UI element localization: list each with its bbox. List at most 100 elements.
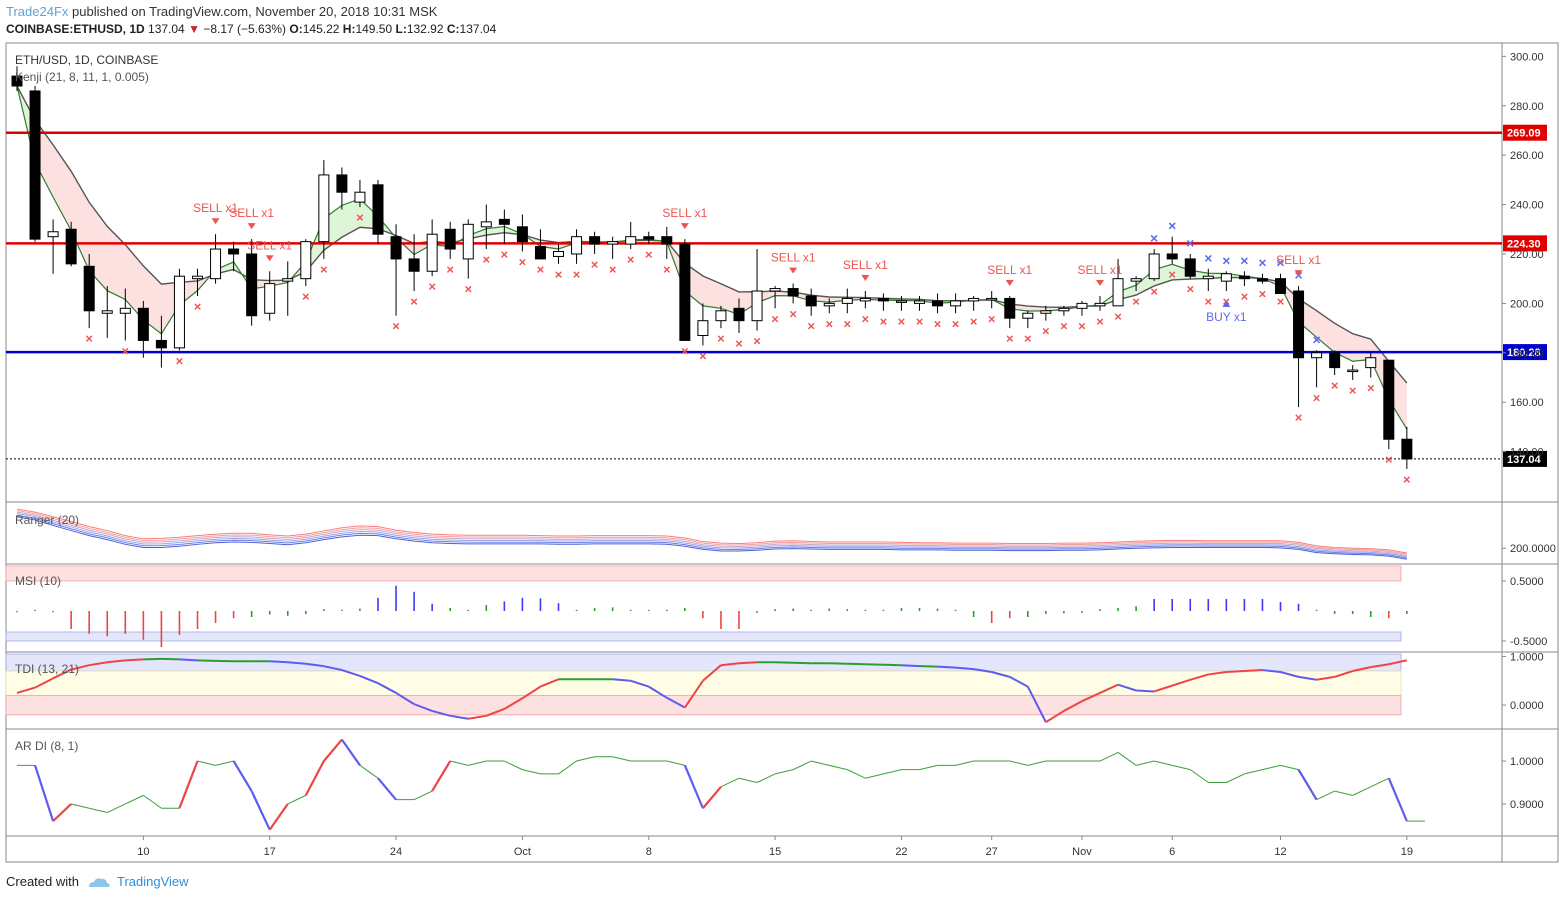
sell-x-marker: ×: [501, 247, 509, 262]
ardi-line-segment: [865, 773, 884, 779]
sell-x-marker: ×: [862, 311, 870, 326]
time-axis-tick-label: 6: [1169, 846, 1175, 858]
sell-x-marker: ×: [356, 210, 364, 225]
buy-x-marker: ×: [1313, 331, 1321, 347]
sell-x-marker: ×: [645, 247, 653, 262]
price-axis-tick-label: 240.00: [1510, 200, 1544, 212]
sell-x-marker: ×: [1006, 331, 1014, 346]
sell-x-marker: ×: [717, 331, 725, 346]
tradingview-brand: TradingView: [116, 874, 189, 889]
sell-x-marker: ×: [988, 311, 996, 326]
candle-body: [210, 248, 222, 280]
sell-x-marker: ×: [320, 262, 328, 277]
tdi-line-segment: [269, 660, 288, 664]
time-axis-tick-label: Oct: [514, 846, 531, 858]
tdi-line-segment: [684, 680, 704, 709]
ardi-line-segment: [522, 769, 541, 775]
candle-body: [1329, 352, 1341, 369]
tdi-line-segment: [1063, 700, 1083, 712]
sell-x-marker: ×: [1331, 378, 1339, 393]
sell-x-marker: ×: [85, 331, 93, 346]
sell-x-marker: ×: [844, 316, 852, 331]
tdi-line-segment: [305, 662, 324, 668]
candle-body: [1166, 253, 1178, 260]
ardi-line-segment: [431, 760, 452, 792]
sell-x-marker: ×: [934, 316, 942, 331]
ardi-line-segment: [125, 794, 144, 805]
tdi-line-segment: [323, 665, 343, 672]
sell-x-marker: ×: [122, 343, 130, 358]
ardi-line-segment: [1280, 764, 1299, 771]
candle-body: [932, 300, 944, 307]
sell-x-marker: ×: [1259, 287, 1267, 302]
ardi-line-segment: [829, 764, 848, 771]
tdi-line-segment: [107, 659, 126, 664]
candle-body: [679, 243, 691, 341]
sell-x-marker: ×: [1114, 309, 1122, 324]
publisher-name[interactable]: Trade24Fx: [6, 4, 69, 19]
candle-body: [715, 310, 727, 322]
tdi-axis-tick-label: 0.0000: [1510, 700, 1544, 712]
price-axis-tick-label: 260.00: [1510, 150, 1544, 162]
time-axis-tick-label: 19: [1401, 846, 1413, 858]
tdi-line-segment: [1208, 671, 1227, 676]
tdi-line-segment: [901, 664, 920, 668]
tdi-line-segment: [937, 665, 956, 669]
tdi-line-segment: [287, 661, 306, 665]
tdi-line-segment: [70, 664, 90, 671]
ardi-line-segment: [1370, 777, 1390, 788]
candle-body: [769, 288, 781, 292]
candle-body: [173, 275, 185, 349]
candle-body: [1311, 352, 1323, 359]
ardi-line-segment: [883, 769, 902, 775]
candle-body: [968, 297, 980, 302]
sell-arrow-icon: [265, 255, 274, 262]
sell-x-marker: ×: [1367, 380, 1375, 395]
candle-body: [1112, 278, 1124, 307]
candle-body: [1202, 275, 1214, 280]
ardi-line-segment: [1226, 773, 1245, 783]
candle-body: [1347, 369, 1359, 373]
last-price-tag: [1503, 450, 1547, 467]
ranger-band-line: [16, 511, 1407, 556]
candle-body: [516, 226, 528, 243]
sell-signal-label: SELL x1: [662, 206, 707, 220]
tdi-line-segment: [468, 714, 487, 720]
candle-body: [192, 275, 203, 280]
tdi-line-segment: [738, 661, 758, 665]
candle-body: [625, 236, 637, 245]
ardi-line-segment: [1117, 752, 1137, 766]
msi-band: [5, 565, 1402, 582]
msi-axis-tick-label: -0.5000: [1510, 636, 1547, 648]
candle-body: [390, 236, 402, 260]
time-axis-tick-label: 17: [264, 846, 276, 858]
kenji-cloud-segment: [71, 171, 90, 271]
ardi-line-segment: [52, 803, 72, 822]
low-value: 132.92: [406, 22, 444, 36]
sell-arrow-icon: [247, 223, 256, 230]
ardi-line-segment: [774, 769, 794, 775]
ranger-band-line: [16, 510, 1407, 555]
candle-body: [155, 339, 167, 349]
down-arrow-icon: ▼: [188, 22, 200, 36]
tdi-line-segment: [720, 662, 740, 667]
time-axis-tick-label: 22: [895, 846, 907, 858]
published-text: published on TradingView.com, November 2…: [72, 4, 438, 19]
candle-body: [607, 241, 619, 245]
candle-body: [1040, 310, 1052, 314]
tradingview-link[interactable]: TradingView: [87, 874, 189, 889]
open-label: O:: [289, 22, 303, 36]
candle-body: [1130, 278, 1142, 282]
candle-body: [895, 300, 907, 303]
sell-arrow-icon: [1005, 279, 1014, 286]
tdi-line-segment: [1298, 675, 1317, 681]
ardi-line-segment: [1387, 777, 1408, 822]
tdi-line-segment: [52, 668, 72, 680]
sell-signal-label: SELL x1: [193, 201, 238, 215]
sell-x-marker: ×: [1349, 383, 1357, 398]
ardi-line-segment: [215, 760, 234, 766]
sell-signal-label: SELL x1: [1276, 253, 1321, 267]
sell-x-marker: ×: [1150, 284, 1158, 299]
tdi-line-segment: [612, 678, 631, 682]
